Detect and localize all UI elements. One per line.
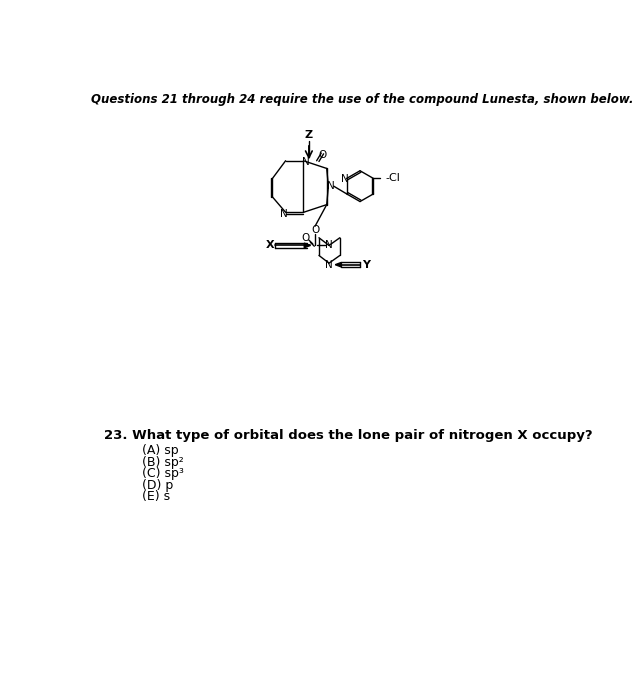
- Text: O: O: [301, 233, 309, 242]
- Text: Y: Y: [362, 260, 370, 270]
- Polygon shape: [304, 243, 311, 248]
- Text: Z: Z: [305, 130, 313, 140]
- Text: N: N: [302, 158, 309, 167]
- Text: (A) sp: (A) sp: [143, 444, 179, 457]
- Text: 23. What type of orbital does the lone pair of nitrogen X occupy?: 23. What type of orbital does the lone p…: [103, 429, 592, 442]
- Text: -Cl: -Cl: [386, 173, 401, 184]
- Text: (D) p: (D) p: [143, 479, 173, 492]
- Text: (B) sp²: (B) sp²: [143, 456, 184, 469]
- Text: O: O: [311, 225, 319, 235]
- Text: N: N: [325, 260, 333, 270]
- Text: N: N: [341, 174, 349, 184]
- Text: (E) s: (E) s: [143, 490, 170, 503]
- Polygon shape: [335, 262, 342, 267]
- Text: N: N: [280, 209, 288, 219]
- Text: N: N: [327, 181, 334, 191]
- Text: O: O: [318, 149, 327, 160]
- Text: (C) sp³: (C) sp³: [143, 467, 184, 480]
- Text: N: N: [325, 240, 333, 251]
- Text: Questions 21 through 24 require the use of the compound Lunesta, shown below.: Questions 21 through 24 require the use …: [91, 93, 634, 106]
- Text: X: X: [266, 240, 274, 251]
